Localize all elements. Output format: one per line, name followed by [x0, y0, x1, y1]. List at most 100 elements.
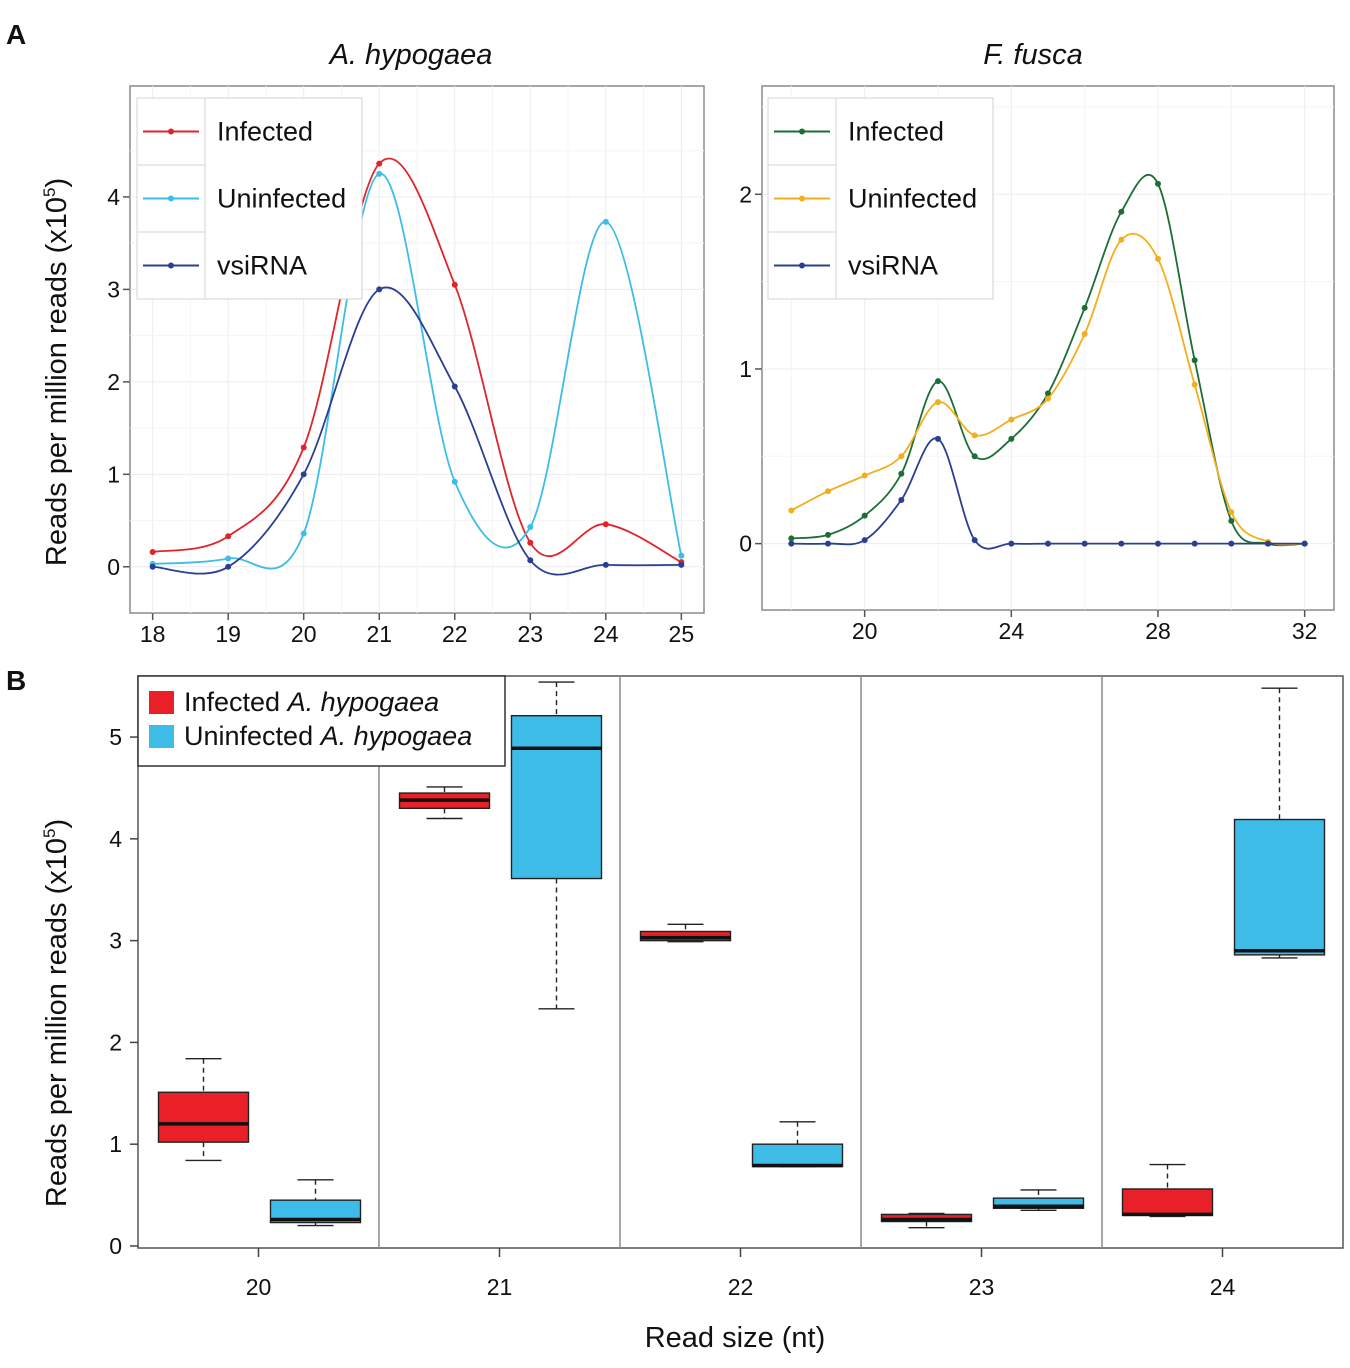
box-iqr: [1233, 818, 1326, 956]
legend-swatch-infected: [149, 691, 174, 714]
data-point-vsirna: [935, 435, 941, 442]
x-tick-label: 22: [442, 621, 468, 647]
data-point-infected: [898, 470, 905, 477]
x-tick-label: 28: [1145, 618, 1171, 644]
y-axis-label-close: ): [41, 819, 73, 829]
data-point-infected: [971, 453, 978, 460]
box-uninfected-22: [751, 1121, 844, 1168]
x-tick-label: 20: [852, 618, 878, 644]
legend-label-infected: Infected: [217, 117, 313, 147]
plot-frame: [761, 85, 1335, 611]
plot-area: [149, 157, 685, 576]
data-point-infected: [376, 160, 383, 167]
data-point-uninfected: [225, 555, 232, 562]
legend: Infected Uninfected vsiRNA: [136, 97, 363, 300]
legend-label-species: A. hypogaea: [319, 721, 473, 751]
data-point-vsirna: [1301, 540, 1308, 547]
y-tick-label: 4: [107, 184, 120, 210]
data-point-infected: [825, 531, 831, 538]
legend-label-uninfected: Uninfected: [217, 184, 346, 214]
data-point-vsirna: [1081, 540, 1088, 547]
data-point-uninfected: [971, 432, 978, 439]
x-tick-label: 21: [366, 621, 392, 647]
data-point-uninfected: [451, 478, 458, 485]
legend-label-vsirna: vsiRNA: [217, 251, 307, 281]
data-point-uninfected: [527, 524, 534, 531]
data-point-vsirna: [898, 496, 905, 503]
data-point-infected: [1045, 390, 1051, 397]
data-point-vsirna: [1228, 540, 1235, 547]
box-infected-23: [880, 1212, 973, 1229]
box-iqr: [157, 1091, 250, 1143]
x-tick-label: 25: [669, 621, 695, 647]
y-tick-label: 1: [109, 1131, 122, 1157]
legend-label-name: Uninfected: [184, 721, 321, 751]
data-point-infected: [935, 378, 941, 385]
y-axis-label-b: Reads per million reads (x105): [40, 819, 73, 1207]
y-tick-label: 0: [739, 531, 752, 557]
data-point-vsirna: [225, 563, 232, 570]
data-point-infected: [451, 281, 458, 288]
x-tick-label: 22: [728, 1274, 754, 1300]
chart-title: F. fusca: [983, 39, 1082, 71]
plot-frame: [137, 675, 1344, 1249]
y-tick-label: 3: [109, 928, 122, 954]
x-tick-label: 19: [215, 621, 241, 647]
box-uninfected-24: [1233, 687, 1326, 959]
y-tick-label: 2: [107, 369, 120, 395]
data-point-uninfected: [935, 399, 941, 406]
data-point-uninfected: [861, 472, 868, 479]
x-tick-label: 23: [517, 621, 543, 647]
box-uninfected-23: [992, 1189, 1085, 1212]
data-point-uninfected: [602, 218, 609, 225]
y-tick-label: 2: [739, 181, 752, 207]
data-point-uninfected: [300, 530, 307, 537]
data-point-vsirna: [678, 561, 685, 568]
y-tick-label: 2: [109, 1029, 122, 1055]
data-point-vsirna: [1118, 540, 1125, 547]
data-point-infected: [1191, 357, 1198, 364]
data-point-vsirna: [825, 540, 831, 547]
legend-key-point: [799, 262, 805, 269]
data-point-vsirna: [1265, 540, 1271, 547]
data-point-vsirna: [861, 537, 868, 544]
legend-box: [137, 675, 506, 767]
data-point-uninfected: [825, 488, 831, 495]
data-point-vsirna: [1045, 540, 1051, 547]
x-tick-label: 32: [1292, 618, 1318, 644]
data-point-vsirna: [149, 563, 156, 570]
box-uninfected-21: [510, 681, 603, 1010]
legend-label-name: Infected: [184, 687, 288, 717]
box-uninfected-20: [269, 1179, 362, 1227]
data-point-uninfected: [376, 170, 383, 177]
y-tick-label: 4: [109, 826, 122, 852]
legend-key-point: [799, 128, 805, 135]
data-point-infected: [602, 521, 609, 528]
y-tick-label: 1: [107, 461, 120, 487]
y-tick-label: 0: [107, 554, 120, 580]
data-point-infected: [225, 533, 232, 540]
legend-key-point: [168, 128, 174, 135]
legend-swatch-uninfected: [149, 725, 174, 748]
chart-f-fusca: 20 24 28 32 0 1 2 F. fusca Infected Uninfected v…: [739, 39, 1335, 644]
y-tick-label: 5: [109, 724, 122, 750]
legend-key-point: [168, 262, 174, 269]
data-point-uninfected: [1155, 255, 1161, 262]
legend: Infected Uninfected vsiRNA: [767, 97, 994, 300]
data-point-uninfected: [678, 552, 685, 559]
legend-label-infected: Infected: [848, 117, 944, 147]
series-line-vsirna: [791, 437, 1305, 550]
data-point-infected: [527, 539, 534, 546]
legend-key-point: [168, 195, 174, 202]
box-infected-24: [1121, 1163, 1214, 1218]
y-axis-label-exponent: 5: [40, 188, 59, 197]
data-point-infected: [788, 535, 795, 542]
data-point-infected: [149, 548, 156, 555]
x-tick-label: 20: [246, 1274, 272, 1300]
x-tick-label: 24: [593, 621, 619, 647]
